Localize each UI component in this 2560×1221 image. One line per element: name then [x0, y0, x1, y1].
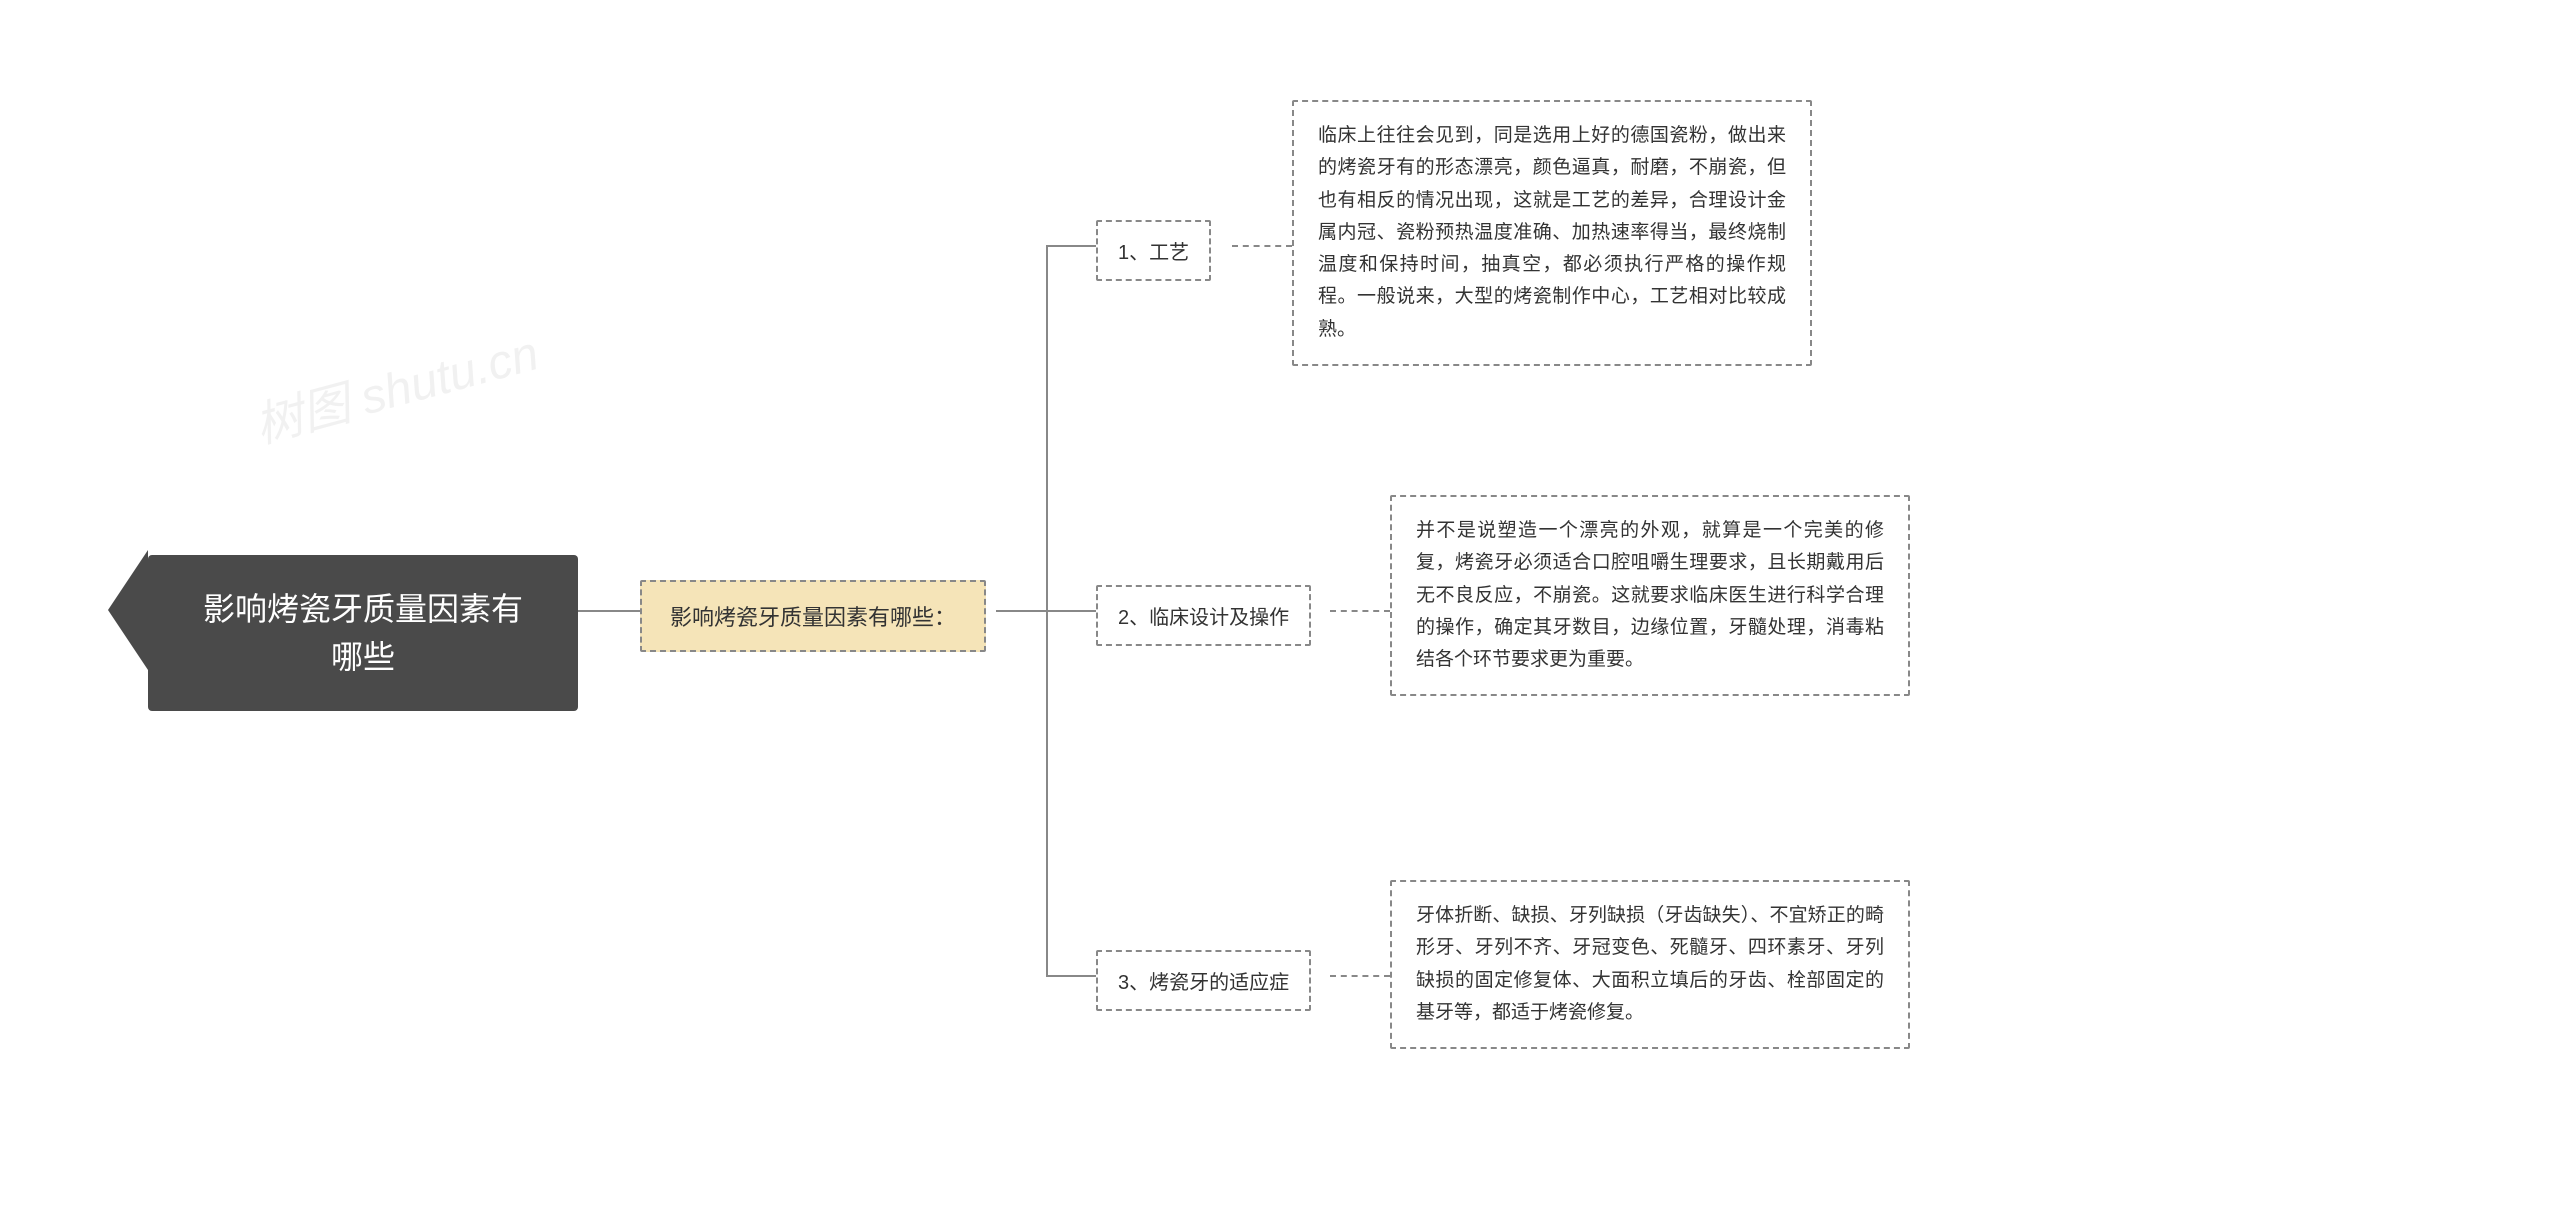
root-title: 影响烤瓷牙质量因素有哪些: [188, 585, 538, 681]
branch-1-label: 1、工艺: [1118, 236, 1189, 265]
root-node: 影响烤瓷牙质量因素有哪些: [148, 555, 578, 711]
branch-2-title: 2、临床设计及操作: [1096, 585, 1311, 646]
connector-l1-split: [996, 610, 1046, 612]
root-arrow: [108, 550, 148, 670]
branch-3-detail: 牙体折断、缺损、牙列缺损（牙齿缺失）、不宜矫正的畸形牙、牙列不齐、牙冠变色、死髓…: [1390, 880, 1910, 1049]
level1-node: 影响烤瓷牙质量因素有哪些：: [640, 580, 986, 652]
branch-1-text: 临床上往往会见到，同是选用上好的德国瓷粉，做出来的烤瓷牙有的形态漂亮，颜色逼真，…: [1318, 120, 1786, 346]
branch-3-title: 3、烤瓷牙的适应症: [1096, 950, 1311, 1011]
branch-2-detail: 并不是说塑造一个漂亮的外观，就算是一个完美的修复，烤瓷牙必须适合口腔咀嚼生理要求…: [1390, 495, 1910, 696]
watermark-1: 树图 shutu.cn: [246, 314, 545, 457]
connector-b1: [1046, 245, 1096, 247]
branch-1-title: 1、工艺: [1096, 220, 1211, 281]
branch-3-label: 3、烤瓷牙的适应症: [1118, 966, 1289, 995]
connector-b1-leaf: [1232, 245, 1292, 247]
branch-1-detail: 临床上往往会见到，同是选用上好的德国瓷粉，做出来的烤瓷牙有的形态漂亮，颜色逼真，…: [1292, 100, 1812, 366]
branch-2-label: 2、临床设计及操作: [1118, 601, 1289, 630]
mindmap-container: 树图 shutu.cn 树图 shutu.cn 影响烤瓷牙质量因素有哪些 影响烤…: [0, 0, 2560, 1221]
connector-b2: [1046, 610, 1096, 612]
branch-2-text: 并不是说塑造一个漂亮的外观，就算是一个完美的修复，烤瓷牙必须适合口腔咀嚼生理要求…: [1416, 515, 1884, 676]
connector-root-l1: [578, 610, 640, 612]
connector-b3-leaf: [1330, 975, 1390, 977]
connector-b3: [1046, 975, 1096, 977]
connector-b2-leaf: [1330, 610, 1390, 612]
level1-title: 影响烤瓷牙质量因素有哪些：: [670, 600, 956, 632]
branch-3-text: 牙体折断、缺损、牙列缺损（牙齿缺失）、不宜矫正的畸形牙、牙列不齐、牙冠变色、死髓…: [1416, 900, 1884, 1029]
